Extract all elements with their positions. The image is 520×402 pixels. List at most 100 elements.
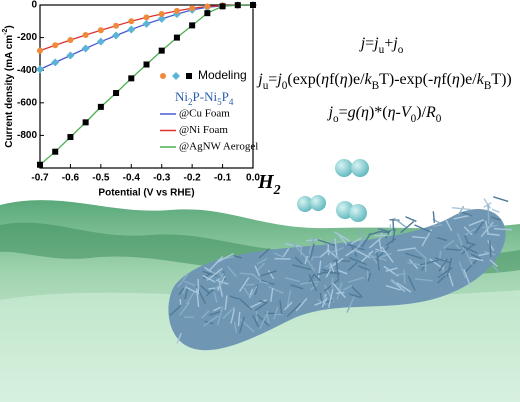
y-tick-label: -800 <box>17 130 37 141</box>
nanowire <box>222 271 226 281</box>
nanowire <box>218 273 225 282</box>
nanowire <box>325 269 332 278</box>
nanowire <box>378 227 390 233</box>
nanowire <box>182 285 187 294</box>
text-part: j <box>372 35 379 52</box>
nanowire <box>319 292 324 307</box>
nanowire <box>458 261 467 279</box>
nanowire <box>184 280 196 287</box>
nanowire <box>407 261 426 267</box>
x-tick-label: -0.3 <box>153 173 171 184</box>
nanowire <box>442 259 446 274</box>
nanowire <box>212 306 222 312</box>
text-part: η <box>433 71 441 88</box>
nanowire <box>321 271 340 275</box>
nanowire <box>414 224 432 233</box>
nanowire <box>292 264 312 271</box>
nanowire <box>237 311 241 327</box>
nanowire <box>457 205 465 216</box>
marker <box>143 61 150 68</box>
nanowire <box>438 250 442 260</box>
bubble <box>310 195 326 211</box>
text-part: 5 <box>217 97 222 107</box>
text-part: T)) <box>491 71 511 88</box>
nanowire <box>396 282 412 293</box>
nanowire <box>282 248 290 258</box>
nanowire <box>331 277 334 288</box>
text-part: η <box>388 104 396 121</box>
marker <box>81 44 90 53</box>
nanowire <box>378 230 389 234</box>
nanowire <box>347 261 358 272</box>
nanowire <box>312 273 321 282</box>
marker <box>82 31 89 38</box>
nanowire <box>443 239 455 249</box>
nanowire <box>392 218 395 232</box>
text-part: o <box>333 113 339 125</box>
bubble <box>351 159 369 177</box>
nanowire <box>400 220 415 234</box>
text-part: H <box>257 171 275 193</box>
text-part: R <box>425 104 436 121</box>
nanowire <box>283 301 293 311</box>
nanowire <box>434 257 451 264</box>
nanowire <box>279 300 283 315</box>
marker <box>142 19 151 28</box>
equations: j=ju+joju=j0(exp(ηf(η)e/kBT)-exp(-ηf(η)e… <box>256 35 511 125</box>
nanowire <box>329 262 335 273</box>
text-part: P <box>222 89 229 104</box>
nanowire <box>463 269 472 288</box>
nanowire <box>251 273 262 282</box>
nanowire <box>233 321 238 333</box>
x-axis-title: Potential (V vs RHE) <box>98 188 194 199</box>
nanowire <box>308 274 318 292</box>
nanowire <box>259 280 269 285</box>
equation: j=ju+jo <box>359 35 404 56</box>
text-part: = <box>339 104 348 121</box>
nanowire <box>300 244 303 256</box>
legend-marker <box>172 72 180 80</box>
nanowire <box>437 267 453 279</box>
nanowire <box>419 259 440 266</box>
nanowire <box>461 211 472 217</box>
nanowire <box>432 211 436 223</box>
nanowire <box>337 233 348 246</box>
text-part: j <box>275 71 282 88</box>
text-part: B <box>484 80 491 92</box>
legend-label: @AgNW Aerogel <box>179 141 258 153</box>
nanowire <box>393 217 407 229</box>
water-scene <box>0 196 520 402</box>
text-part: 0 <box>411 113 417 125</box>
nanowire <box>260 279 275 286</box>
nanowire <box>451 207 472 211</box>
text-part: )*( <box>369 104 388 121</box>
nanowire <box>195 287 200 308</box>
marker <box>204 3 211 10</box>
text-part: = <box>268 71 277 88</box>
nanowire <box>290 284 304 290</box>
text-part: η <box>452 71 460 88</box>
text-part: = <box>365 35 374 52</box>
nanowire <box>204 266 213 273</box>
x-tick-label: -0.7 <box>31 173 49 184</box>
nanowire <box>202 272 212 280</box>
nanowire <box>486 233 500 236</box>
nanowire <box>295 297 308 312</box>
text-part: -2 <box>2 28 9 34</box>
text-part: 0 <box>282 80 288 92</box>
nanowire <box>403 269 406 284</box>
text-part: 2 <box>188 97 193 107</box>
marker <box>128 18 135 25</box>
legend-marker <box>160 73 166 79</box>
bubble <box>297 196 313 212</box>
y-tick-label: 0 <box>31 0 37 11</box>
legend-label: Modeling <box>198 68 247 82</box>
nanowire <box>317 238 336 247</box>
nanowire <box>384 229 392 239</box>
nanowire <box>294 256 304 265</box>
nanowire <box>374 234 389 237</box>
marker <box>52 42 59 49</box>
nanowire <box>322 297 328 306</box>
nanowire <box>273 306 279 320</box>
